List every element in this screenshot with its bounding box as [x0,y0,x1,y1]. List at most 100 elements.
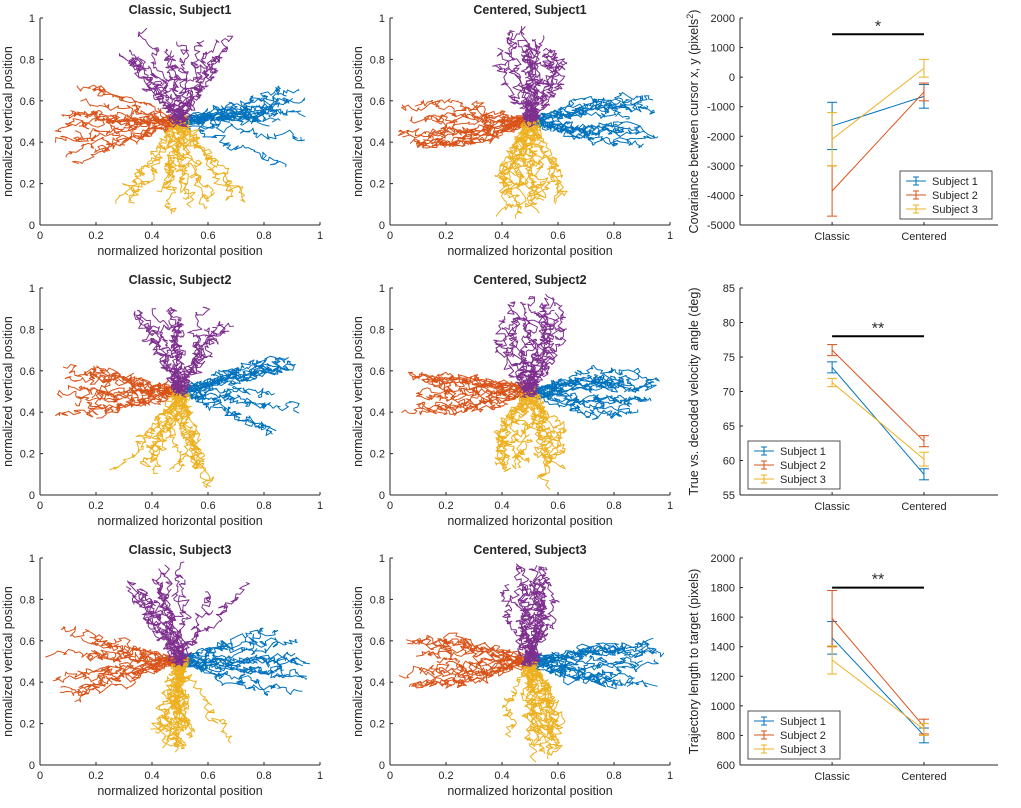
trajectory-down [173,393,200,470]
trajectory-up [180,40,205,127]
trajectory-left [408,657,528,689]
trajectory-right [182,651,296,665]
y-tick-label: 85 [723,283,735,295]
trajectory-up [505,319,533,390]
x-tick-label: 0.4 [144,230,159,242]
trajectory-up [118,53,188,128]
y-tick-label: 0.6 [370,636,385,648]
trajectory-left [428,382,525,399]
x-tick-label: 0 [387,770,393,782]
x-tick-label: 1 [667,230,673,242]
x-tick-label: 0.2 [88,230,103,242]
legend: Subject 1 Subject 2 Subject 3 [899,170,993,220]
trajectory-down [115,121,180,204]
legend-label: Subject 2 [780,730,826,742]
y-tick-label: 600 [717,760,735,772]
y-tick-label: 65 [723,421,735,433]
trajectory-down [493,390,538,466]
y-axis-label: Trajectory length to target (pixels) [687,569,701,755]
trajectory-right [521,121,659,145]
trajectory-down [524,661,543,734]
y-tick-label: 0.8 [20,54,35,66]
y-axis-label: True vs. decoded velocity angle (deg) [687,288,701,496]
series-2 [827,344,929,448]
series-1 [827,84,929,151]
y-tick-label: 0.8 [20,594,35,606]
y-tick-label: 0.4 [370,137,385,149]
trajectory-down [173,119,196,208]
trajectory-right [530,380,655,398]
x-tick-label: 1 [317,770,323,782]
trajectory-panel: 0 0.2 0.4 0.6 0.8 1 0 0.2 0.4 0.6 0.8 1 Centered, Su… [351,3,673,258]
trajectory-up [179,35,234,121]
x-tick-label: 0.6 [550,230,565,242]
legend: Subject 1 Subject 2 Subject 3 [747,710,841,760]
legend-label: Subject 2 [932,190,978,202]
trajectory-up [523,302,567,396]
x-tick-label: 0.2 [438,230,453,242]
summary-panel: 600 800 1000 1200 1400 1600 1800 2000 Classic Cen… [687,553,998,783]
trajectory-down [522,392,554,468]
y-axis-label: Covariance between cursor x, y (pixels2) [685,10,701,234]
y-tick-label: 0.4 [20,677,35,689]
trajectory-down [150,664,180,731]
trajectory-up [529,53,564,122]
trajectory-down [523,663,566,756]
x-tick-label: 0.8 [606,500,621,512]
legend-label: Subject 2 [780,460,826,472]
x-tick-label: 1 [667,770,673,782]
trajectory-up [524,566,549,667]
y-tick-label: 0 [379,760,385,772]
y-tick-label: 0.6 [370,96,385,108]
panel-title: Centered, Subject2 [473,273,586,287]
trajectory-left [409,114,532,125]
trajectory-panel: 0 0.2 0.4 0.6 0.8 1 0 0.2 0.4 0.6 0.8 1 Centered, Su… [351,273,673,528]
y-tick-label: 0.8 [20,324,35,336]
x-tick-label: Centered [901,501,946,513]
x-axis-label: normalized horizontal position [97,514,262,528]
trajectory-right [526,642,650,667]
trajectory-traces [45,561,310,753]
x-tick-label: 0.6 [200,230,215,242]
y-tick-label: 75 [723,352,735,364]
y-tick-label: 1200 [711,671,735,683]
trajectory-down [522,119,540,202]
x-tick-label: 0 [37,500,43,512]
x-tick-label: 0.6 [550,500,565,512]
trajectory-traces [55,306,300,489]
x-tick-label: 0.6 [200,770,215,782]
trajectory-right [182,107,271,125]
y-tick-label: 1000 [711,701,735,713]
summary-panels: -5000 -4000 -3000 -2000 -1000 0 1000 2000 Classi… [685,10,998,783]
trajectory-up [151,308,182,394]
trajectory-left [62,364,181,396]
trajectory-left [83,370,183,396]
trajectory-up [169,561,188,664]
series-2 [827,590,929,735]
trajectory-right [172,627,264,665]
trajectory-down [521,395,551,480]
x-tick-label: Centered [901,771,946,783]
x-tick-label: Classic [814,501,850,513]
trajectory-left [91,386,180,401]
trajectory-down [495,116,532,217]
x-tick-label: 0.4 [494,230,509,242]
y-tick-label: 2000 [711,13,735,25]
series-line [831,382,925,460]
trajectory-traces [398,563,665,763]
trajectory-down [495,393,533,473]
x-tick-label: 1 [317,500,323,512]
trajectory-left [55,388,177,416]
y-axis-label: normalized vertical position [1,316,15,467]
trajectory-down [150,392,186,474]
trajectory-up [523,39,540,123]
panel-title: Centered, Subject3 [473,543,586,557]
trajectory-right [523,656,640,673]
trajectory-left [415,386,538,404]
trajectory-down [521,657,537,748]
trajectory-down [526,391,567,456]
trajectory-traces [401,293,660,490]
significance-marker: * [875,18,881,35]
trajectory-right [529,637,654,663]
y-axis-label: normalized vertical position [1,46,15,197]
